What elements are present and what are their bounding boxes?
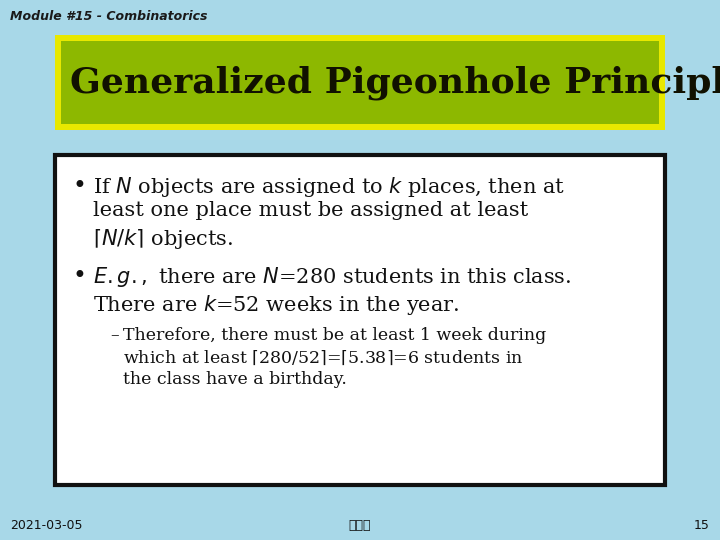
FancyBboxPatch shape — [55, 35, 665, 130]
Text: 2021-03-05: 2021-03-05 — [10, 519, 83, 532]
Text: $\lceil N/k \rceil$ objects.: $\lceil N/k \rceil$ objects. — [93, 227, 233, 251]
Text: •: • — [73, 265, 87, 288]
Text: least one place must be assigned at least: least one place must be assigned at leas… — [93, 201, 528, 220]
Text: $E.g.,$ there are $N$=280 students in this class.: $E.g.,$ there are $N$=280 students in th… — [93, 265, 572, 289]
Text: •: • — [73, 175, 87, 198]
Text: which at least $\lceil$280/52$\rceil$=$\lceil$5.38$\rceil$=6 students in: which at least $\lceil$280/52$\rceil$=$\… — [123, 349, 523, 367]
FancyBboxPatch shape — [55, 155, 665, 485]
FancyBboxPatch shape — [61, 41, 659, 124]
Text: the class have a birthday.: the class have a birthday. — [123, 371, 347, 388]
Text: Therefore, there must be at least 1 week during: Therefore, there must be at least 1 week… — [123, 327, 546, 344]
Text: –: – — [110, 327, 119, 344]
Text: Generalized Pigeonhole Principle: Generalized Pigeonhole Principle — [70, 65, 720, 100]
Text: If $N$ objects are assigned to $k$ places, then at: If $N$ objects are assigned to $k$ place… — [93, 175, 565, 199]
Text: 15: 15 — [694, 519, 710, 532]
Text: 재갇병: 재갇병 — [348, 519, 372, 532]
Text: Module #15 - Combinatorics: Module #15 - Combinatorics — [10, 10, 207, 23]
Text: There are $k$=52 weeks in the year.: There are $k$=52 weeks in the year. — [93, 293, 459, 317]
